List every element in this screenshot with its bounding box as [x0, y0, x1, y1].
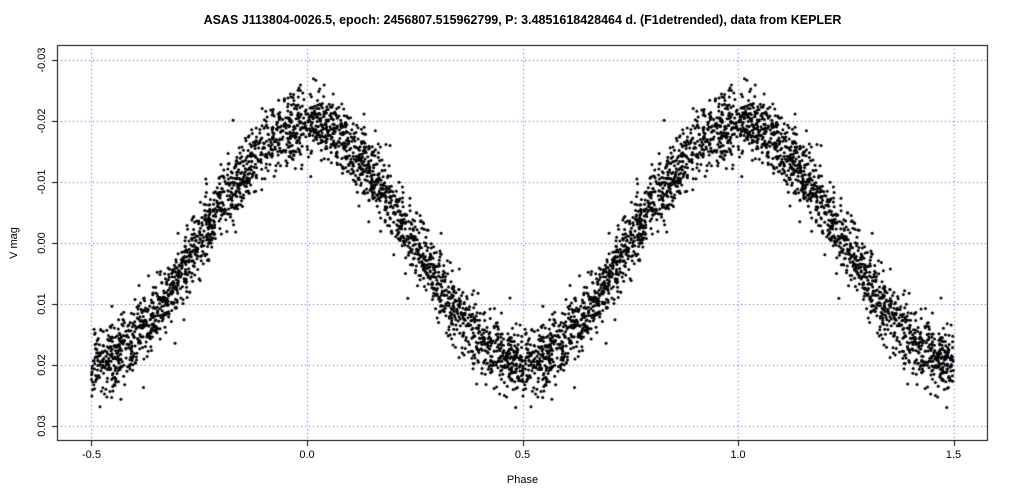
x-tick-label: 1.0 [730, 449, 746, 461]
y-tick-label: 0.00 [36, 232, 48, 254]
x-tick-label: 0.0 [299, 449, 315, 461]
x-tick-label: 0.5 [514, 449, 531, 461]
x-tick-label: 1.5 [945, 449, 962, 461]
x-tick-label: -0.5 [81, 449, 101, 461]
y-tick-label: -0.02 [36, 108, 48, 134]
y-tick-label: -0.03 [36, 47, 48, 73]
x-axis-label: Phase [506, 474, 539, 486]
y-tick-label: 0.01 [36, 293, 48, 315]
y-axis-label: V mag [7, 227, 20, 259]
y-tick-label: -0.01 [36, 169, 48, 195]
y-tick-label: 0.03 [36, 415, 48, 438]
chart-title: ASAS J113804-0026.5, epoch: 2456807.5159… [203, 13, 842, 27]
y-tick-label: 0.02 [36, 354, 48, 376]
